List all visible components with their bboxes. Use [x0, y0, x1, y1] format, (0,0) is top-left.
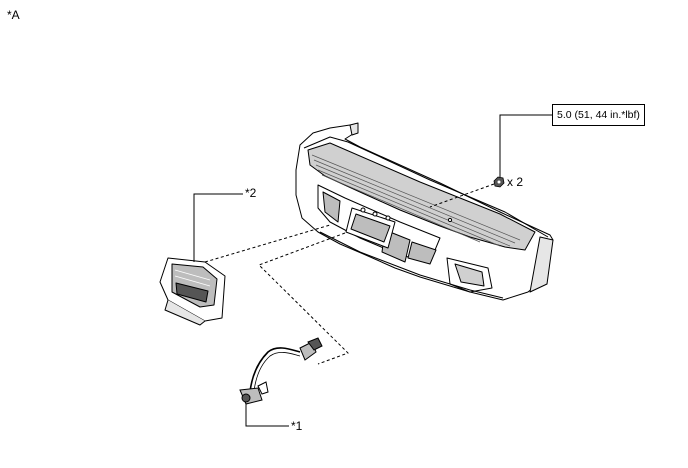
nut-icon — [493, 176, 505, 188]
leader-lines — [193, 114, 552, 427]
view-label: *A — [7, 8, 20, 22]
callout-part-2: *2 — [245, 186, 257, 200]
assembly-lines — [204, 183, 495, 365]
callout-part-1: *1 — [291, 419, 303, 433]
sensor-harness — [239, 337, 323, 405]
front-bumper — [295, 122, 554, 301]
torque-spec-box: 5.0 (51, 44 in.*lbf) — [552, 104, 645, 126]
nut-quantity: x 2 — [507, 175, 524, 189]
emblem-garnish — [159, 257, 226, 326]
